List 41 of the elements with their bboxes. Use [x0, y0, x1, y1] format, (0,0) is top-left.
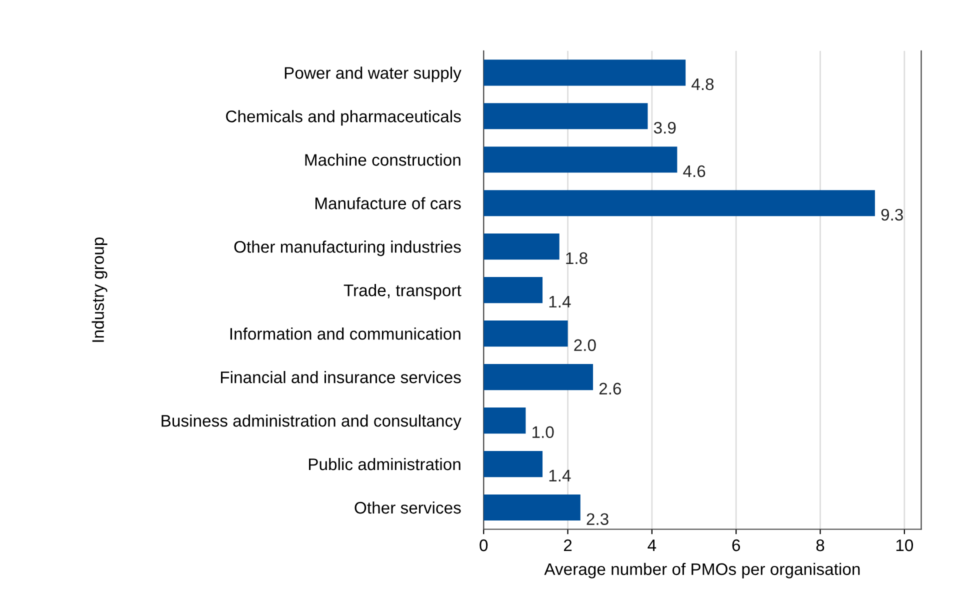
y-tick-label: Chemicals and pharmaceuticals — [226, 110, 461, 126]
y-tick-label: Other manufacturing industries — [234, 240, 461, 256]
data-label: 3.9 — [654, 122, 676, 134]
bar — [484, 103, 648, 130]
bar — [484, 364, 594, 390]
data-label: 4.6 — [683, 165, 706, 178]
y-tick-label: Trade, transport — [344, 284, 462, 300]
y-tick-label: Power and water supply — [284, 66, 462, 82]
y-tick-label: Information and communication — [230, 328, 460, 340]
data-label: 1.8 — [566, 252, 588, 264]
data-label: 1.4 — [549, 470, 571, 482]
data-label: 1.0 — [532, 426, 554, 438]
x-axis-title: Average number of PMOs per organisation — [544, 562, 860, 578]
x-tick-label: 2 — [564, 539, 572, 552]
y-tick-label: Machine construction — [305, 154, 460, 166]
data-label: 2.6 — [599, 382, 622, 395]
bar — [484, 277, 543, 304]
bar — [484, 146, 678, 173]
bar — [484, 407, 526, 434]
y-tick-label: Public administration — [309, 458, 460, 470]
y-tick-label: Other services — [354, 501, 461, 514]
y-tick-label: Financial and insurance services — [221, 371, 461, 384]
bar — [484, 190, 875, 216]
bar — [484, 320, 568, 347]
x-tick-label: 10 — [896, 539, 914, 552]
bar — [484, 234, 560, 260]
data-label: 4.8 — [692, 78, 714, 90]
y-axis-title: Industry group — [92, 238, 108, 342]
bar — [484, 60, 686, 86]
x-tick-label: 4 — [648, 540, 656, 552]
y-tick-label: Business administration and consultancy — [162, 414, 462, 430]
x-tick-label: 8 — [816, 539, 824, 552]
y-tick-label: Manufacture of cars — [315, 197, 461, 210]
x-tick-label: 0 — [480, 539, 488, 552]
data-label: 1.4 — [549, 296, 571, 308]
bar — [484, 494, 580, 521]
data-label: 2.0 — [574, 339, 596, 352]
bar — [484, 450, 543, 478]
data-label: 2.3 — [586, 513, 608, 526]
x-tick-label: 6 — [732, 539, 740, 552]
data-label: 9.3 — [881, 208, 903, 221]
